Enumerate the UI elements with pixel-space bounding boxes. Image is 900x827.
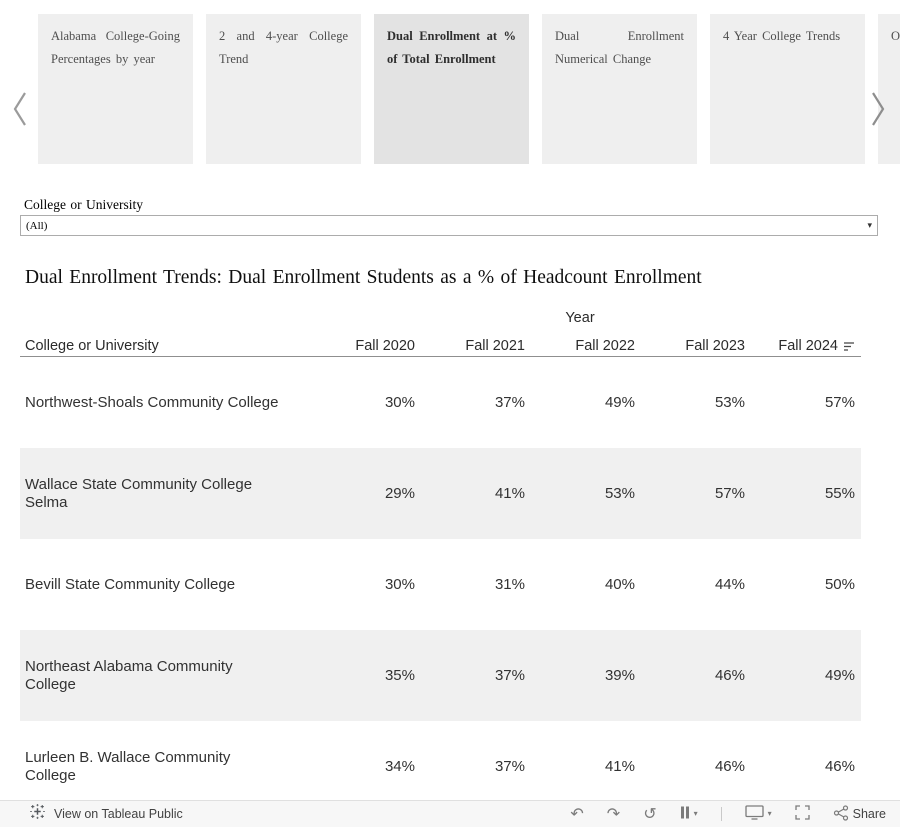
tabs-viewport: Alabama College-Going Percentages by yea…	[38, 14, 900, 164]
fullscreen-icon	[794, 805, 810, 823]
column-header-label: Fall 2024	[778, 338, 838, 354]
tab-dual-enrollment-pct-of-total[interactable]: Dual Enrollment at % of Total Enrollment	[374, 14, 529, 164]
value-cell: 37%	[494, 667, 525, 684]
value-cell: 57%	[714, 485, 745, 502]
caret-down-icon: ▾	[767, 809, 772, 818]
value-cell: 49%	[824, 667, 855, 684]
monitor-icon	[744, 805, 764, 823]
value-cell: 53%	[714, 394, 745, 411]
value-cell: 57%	[824, 394, 855, 411]
table-row[interactable]: Bevill State Community College 30% 31% 4…	[20, 539, 861, 630]
value-cell: 49%	[604, 394, 635, 411]
tab-label: Dual Enrollment Numerical Change	[555, 29, 684, 66]
tab-label: Alabama College-Going Percentages by yea…	[51, 29, 180, 66]
table-row[interactable]: Northeast Alabama Community College 35% …	[20, 630, 861, 721]
table-row[interactable]: Wallace State Community College Selma 29…	[20, 448, 861, 539]
table-header: Year College or University Fall 2020 Fal…	[20, 310, 861, 357]
value-cell: 41%	[604, 758, 635, 775]
dropdown-selected-value: (All)	[26, 219, 48, 232]
value-cell: 55%	[824, 485, 855, 502]
tab-label: Overall Trends	[891, 29, 900, 43]
value-cell: 29%	[384, 485, 415, 502]
sort-descending-icon[interactable]	[843, 341, 855, 352]
column-header-fall-2024[interactable]: Fall 2024	[745, 338, 855, 354]
share-label: Share	[852, 807, 886, 821]
dual-enrollment-table: Year College or University Fall 2020 Fal…	[20, 310, 861, 800]
table-body: Northwest-Shoals Community College 30% 3…	[20, 357, 861, 800]
college-name-cell: Wallace State Community College Selma	[25, 475, 253, 511]
undo-icon: ↶	[570, 804, 584, 823]
value-cell: 40%	[604, 576, 635, 593]
sheet-tab-strip: Alabama College-Going Percentages by yea…	[0, 14, 900, 164]
table-row[interactable]: Northwest-Shoals Community College 30% 3…	[20, 357, 861, 448]
year-axis-label: Year	[565, 310, 595, 326]
download-button[interactable]: ▾	[744, 805, 772, 823]
tab-4-year-college-trends[interactable]: 4 Year College Trends	[710, 14, 865, 164]
pause-updates-button[interactable]: ▾	[680, 806, 698, 822]
tab-label: Dual Enrollment at % of Total Enrollment	[387, 29, 516, 66]
view-on-tableau-public-link[interactable]: View on Tableau Public	[30, 804, 183, 824]
share-icon	[833, 804, 849, 824]
page-title: Dual Enrollment Trends: Dual Enrollment …	[25, 267, 702, 288]
caret-down-icon: ▾	[693, 809, 698, 818]
value-cell: 46%	[714, 758, 745, 775]
undo-button[interactable]: ↶	[570, 806, 583, 822]
value-cell: 46%	[824, 758, 855, 775]
column-header-fall-2022[interactable]: Fall 2022	[575, 338, 635, 354]
tableau-toolbar: View on Tableau Public ↶ ↷ ↺ ▾ ▾	[0, 800, 900, 827]
reset-button[interactable]: ↺	[643, 806, 656, 822]
value-cell: 39%	[604, 667, 635, 684]
college-name-cell: Bevill State Community College	[25, 575, 236, 593]
caret-down-icon: ▾	[867, 220, 872, 230]
chevron-right-icon	[869, 90, 887, 131]
column-header-fall-2020[interactable]: Fall 2020	[355, 338, 415, 354]
value-cell: 46%	[714, 667, 745, 684]
redo-icon: ↷	[606, 804, 621, 823]
value-cell: 35%	[384, 667, 415, 684]
column-header-college[interactable]: College or University	[25, 338, 159, 354]
college-filter-dropdown[interactable]: (All) ▾	[20, 215, 878, 236]
column-header-fall-2021[interactable]: Fall 2021	[465, 338, 525, 354]
tab-label: 4 Year College Trends	[723, 29, 841, 43]
value-cell: 30%	[384, 394, 415, 411]
chevron-left-icon	[11, 90, 29, 131]
value-cell: 34%	[384, 758, 415, 775]
value-cell: 50%	[824, 576, 855, 593]
college-name-cell: Northeast Alabama Community College	[25, 657, 233, 693]
college-name-cell: Lurleen B. Wallace Community College	[25, 748, 231, 784]
column-header-fall-2023[interactable]: Fall 2023	[685, 338, 745, 354]
pause-icon	[680, 806, 690, 822]
table-row[interactable]: Lurleen B. Wallace Community College 34%…	[20, 721, 861, 800]
value-cell: 31%	[494, 576, 525, 593]
filter-label: College or University	[24, 197, 143, 212]
share-button[interactable]: Share	[833, 804, 886, 824]
value-cell: 37%	[494, 394, 525, 411]
tab-label: 2 and 4-year College Trend	[219, 29, 348, 66]
redo-button[interactable]: ↷	[607, 806, 620, 822]
tabs-scroll-left-button[interactable]	[9, 90, 31, 130]
reset-icon: ↺	[643, 804, 657, 823]
fullscreen-button[interactable]	[794, 805, 810, 823]
tab-overall-trends[interactable]: Overall Trends	[878, 14, 900, 164]
value-cell: 37%	[494, 758, 525, 775]
value-cell: 41%	[494, 485, 525, 502]
value-cell: 53%	[604, 485, 635, 502]
tab-alabama-college-going-percentages[interactable]: Alabama College-Going Percentages by yea…	[38, 14, 193, 164]
tab-2-and-4-year-college-trend[interactable]: 2 and 4-year College Trend	[206, 14, 361, 164]
tabs-scroll-right-button[interactable]	[867, 90, 889, 130]
tableau-logo-icon	[30, 804, 45, 824]
attribution-text: View on Tableau Public	[54, 807, 183, 821]
toolbar-controls: ↶ ↷ ↺ ▾ ▾	[570, 804, 886, 824]
value-cell: 44%	[714, 576, 745, 593]
value-cell: 30%	[384, 576, 415, 593]
toolbar-separator	[720, 807, 722, 821]
tab-dual-enrollment-numerical-change[interactable]: Dual Enrollment Numerical Change	[542, 14, 697, 164]
college-name-cell: Northwest-Shoals Community College	[25, 393, 279, 411]
